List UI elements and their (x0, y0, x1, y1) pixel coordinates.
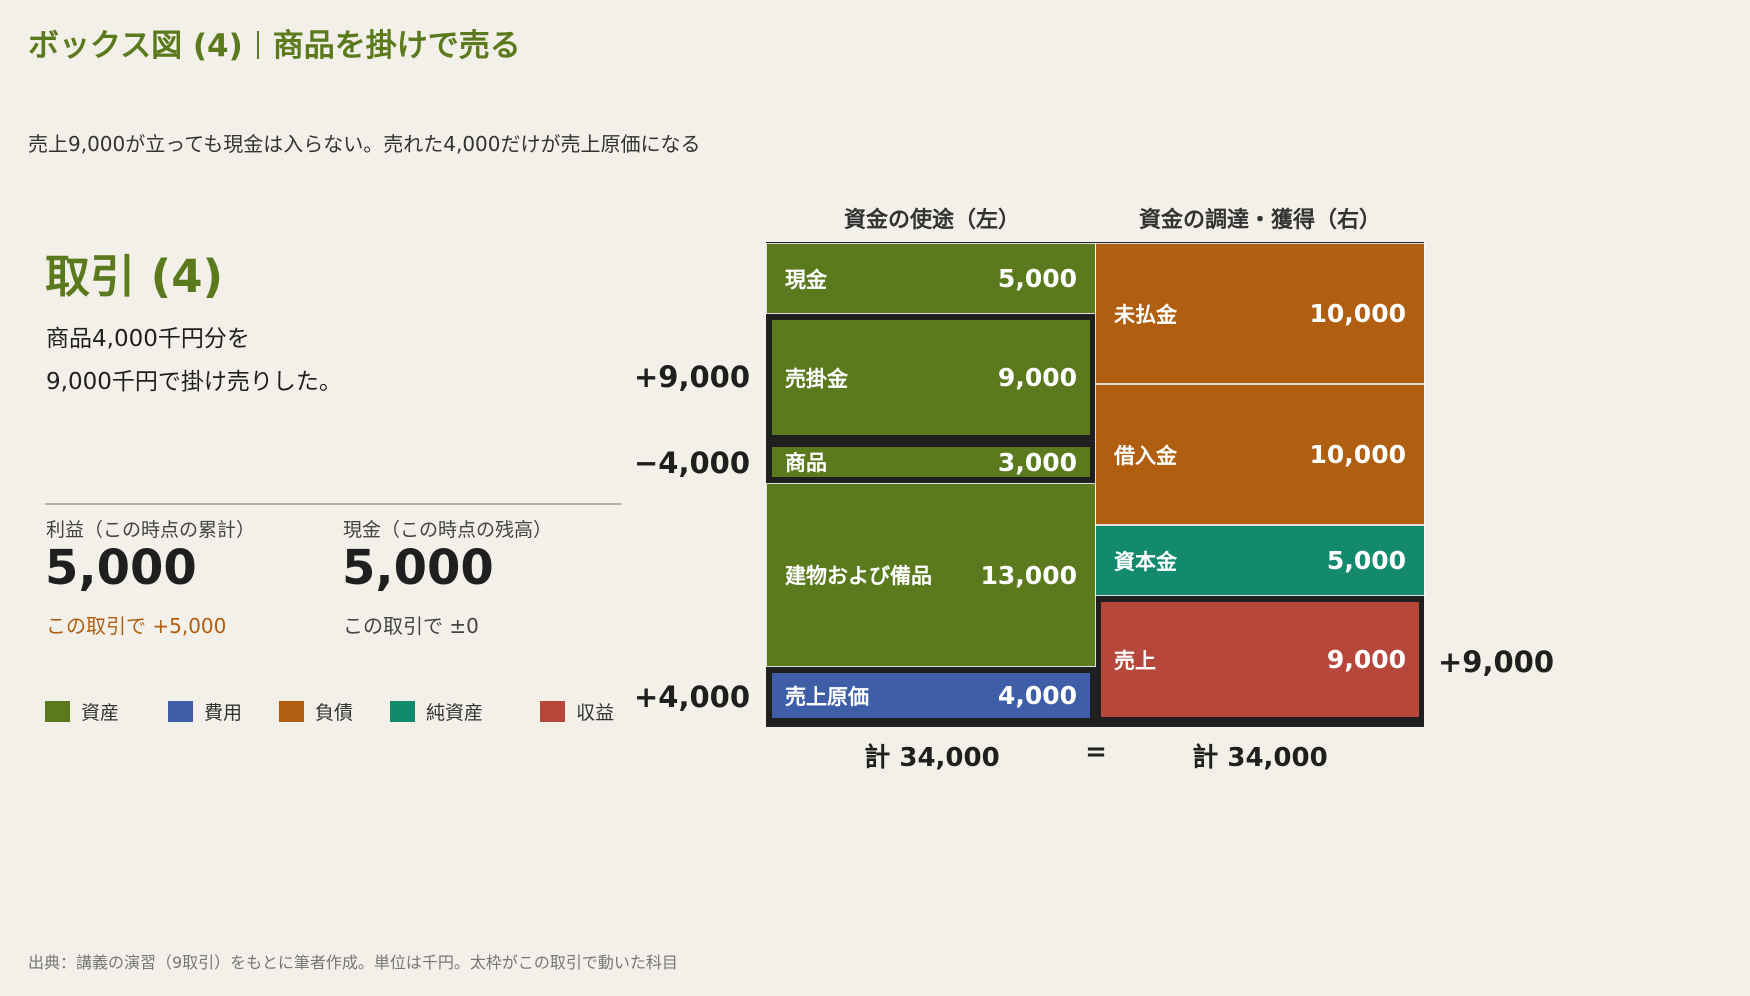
left-total: 計 34,000 (864, 743, 1000, 773)
title-main: ボックス図 (4) (28, 28, 243, 64)
legend-swatch (540, 701, 566, 722)
box-value: 9,000 (997, 363, 1077, 392)
transaction-desc-line1: 商品4,000千円分を (46, 326, 250, 352)
legend-label: 費用 (204, 702, 243, 724)
legend-label: 資産 (81, 702, 120, 724)
delta-sales: +9,000 (1438, 645, 1555, 679)
box-label: 売上原価 (785, 684, 869, 709)
box-diagram: 現金 5,000 売掛金 9,000 商品 3,000 建物および備品 13,000 売上原価 4… (766, 242, 1425, 727)
box-label: 現金 (785, 267, 827, 292)
footnote: 出典：講義の演習（9取引）をもとに筆者作成。単位は千円。太枠がこの取引で動いた科… (28, 953, 678, 972)
legend: 資産 費用 負債 純資産 収益 (45, 698, 614, 725)
box-label: 売掛金 (785, 366, 848, 391)
box-value: 10,000 (1309, 299, 1406, 328)
left-box: 売掛金 9,000 (767, 315, 1095, 440)
legend-swatch (168, 701, 194, 722)
page-title: ボックス図 (4) 商品を掛けで売る (28, 20, 521, 65)
left-box: 商品 3,000 (767, 442, 1095, 482)
box-label: 売上 (1114, 648, 1156, 673)
right-box: 未払金 10,000 (1095, 243, 1425, 384)
box-value: 3,000 (997, 447, 1077, 477)
left-box: 現金 5,000 (766, 243, 1096, 314)
title-separator (256, 31, 259, 59)
profit-label: 利益（この時点の累計） (46, 519, 256, 541)
cash-value: 5,000 (342, 540, 494, 596)
cash-label: 現金（この時点の残高） (343, 519, 553, 541)
left-column-header: 資金の使途（左） (843, 208, 1020, 233)
totals-equals: = (1085, 737, 1107, 767)
delta-inventory: −4,000 (633, 446, 750, 480)
left-box: 売上原価 4,000 (767, 668, 1095, 723)
box-value: 9,000 (1326, 645, 1406, 674)
transaction-title: 取引 (4) (45, 250, 224, 303)
box-value: 5,000 (1326, 546, 1406, 575)
box-label: 資本金 (1114, 549, 1177, 574)
delta-cogs: +4,000 (633, 680, 750, 714)
legend-item: 収益 (540, 698, 614, 725)
cash-change: この取引で ±0 (343, 614, 479, 638)
transaction-desc-line2: 9,000千円で掛け売りした。 (46, 369, 342, 395)
right-column-header: 資金の調達・獲得（右） (1138, 208, 1381, 233)
legend-item: 純資産 (390, 698, 483, 725)
delta-receivable: +9,000 (633, 360, 750, 394)
legend-label: 負債 (315, 702, 354, 724)
legend-swatch (45, 701, 70, 722)
box-value: 13,000 (980, 560, 1077, 590)
box-value: 10,000 (1309, 440, 1406, 469)
legend-item: 負債 (279, 698, 353, 725)
legend-item: 費用 (168, 698, 242, 725)
metrics-divider (45, 503, 621, 505)
box-value: 4,000 (997, 681, 1077, 710)
box-label: 借入金 (1114, 443, 1177, 468)
profit-value: 5,000 (45, 540, 197, 596)
left-box: 建物および備品 13,000 (766, 483, 1096, 667)
right-box: 売上 9,000 (1096, 597, 1424, 722)
right-total: 計 34,000 (1192, 743, 1328, 773)
box-value: 5,000 (997, 264, 1077, 293)
right-box: 資本金 5,000 (1095, 525, 1425, 596)
profit-change: この取引で +5,000 (46, 614, 227, 638)
page-subtitle: 売上9,000が立っても現金は入らない。売れた4,000だけが売上原価になる (28, 132, 701, 156)
legend-swatch (390, 701, 416, 722)
title-sub: 商品を掛けで売る (272, 28, 521, 64)
legend-label: 収益 (576, 702, 615, 724)
box-label: 商品 (785, 451, 827, 475)
legend-swatch (279, 701, 305, 722)
legend-label: 純資産 (426, 702, 484, 724)
box-label: 未払金 (1114, 302, 1177, 327)
right-box: 借入金 10,000 (1095, 384, 1425, 525)
box-label: 建物および備品 (785, 564, 932, 588)
legend-item: 資産 (45, 698, 119, 725)
transaction-description: 商品4,000千円分を 9,000千円で掛け売りした。 (46, 318, 342, 404)
